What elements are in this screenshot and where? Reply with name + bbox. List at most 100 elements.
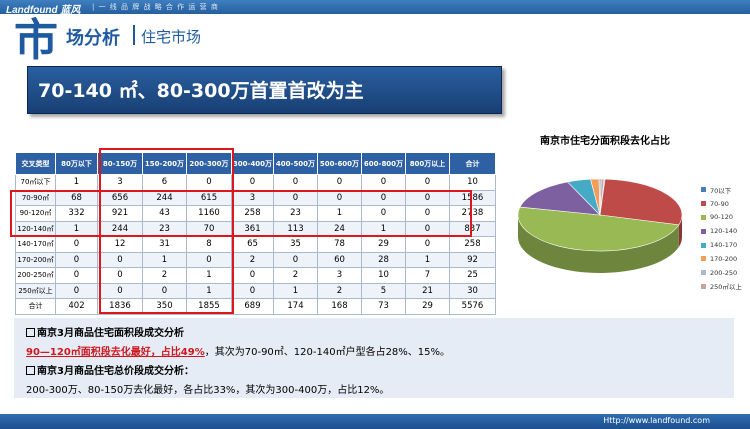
table-cell: 12: [97, 236, 143, 253]
column-header: 300-400万: [231, 152, 274, 175]
column-header: 400-500万: [273, 152, 318, 175]
table-cell: 0: [55, 267, 98, 284]
table-row: 250㎡以上 0 0 0 1 0 1 2 5 21 30: [15, 282, 496, 299]
row-label: 250㎡以上: [15, 282, 56, 299]
legend-label: 70以下: [710, 186, 732, 195]
table-cell: 0: [231, 267, 274, 284]
table-cell: 361: [231, 220, 274, 237]
headline-text: 70-140 ㎡、80-300万首置首改为主: [38, 80, 364, 102]
table-cell: 332: [55, 205, 98, 222]
table-cell: 92: [449, 251, 496, 268]
column-header: 500-600万: [317, 152, 362, 175]
table-cell: 30: [449, 282, 496, 299]
table-cell: 168: [317, 298, 362, 315]
website-url[interactable]: Http://www.landfound.com: [603, 416, 710, 425]
table-cell: 244: [97, 220, 143, 237]
pie-slice-90-120: [517, 206, 680, 252]
table-cell: 1: [317, 205, 362, 222]
table-cell: 1160: [186, 205, 232, 222]
column-header: 交叉类型: [15, 152, 56, 175]
table-cell: 258: [449, 236, 496, 253]
table-cell: 0: [273, 174, 318, 191]
legend-label: 70-90: [710, 199, 729, 208]
table-cell: 6: [142, 174, 187, 191]
area-analysis-text: 90—120㎡面积段去化最好，占比49%，其次为70-90㎡、120-140㎡户…: [26, 347, 451, 358]
legend-label: 140-170: [710, 241, 738, 250]
table-cell: 5576: [449, 298, 496, 315]
legend-swatch: [701, 187, 706, 193]
checkbox-bullet-icon: [26, 366, 35, 375]
table-cell: 3: [317, 267, 362, 284]
table-cell: 35: [273, 236, 318, 253]
table-cell: 921: [97, 205, 143, 222]
table-cell: 29: [361, 236, 406, 253]
column-header: 150-200万: [142, 152, 187, 175]
table-cell: 1: [273, 282, 318, 299]
table-cell: 0: [405, 205, 450, 222]
table-cell: 0: [186, 174, 232, 191]
table-row: 200-250㎡ 0 0 2 1 0 2 3 10 7 25: [15, 267, 496, 284]
table-cell: 8: [186, 236, 232, 253]
section-big-char: 市: [14, 15, 58, 66]
table-cell: 0: [186, 251, 232, 268]
table-cell: 0: [273, 189, 318, 206]
table-cell: 5: [361, 282, 406, 299]
table-cell: 1836: [97, 298, 143, 315]
table-cell: 2: [142, 267, 187, 284]
column-header: 600-800万: [361, 152, 406, 175]
legend-label: 90-120: [710, 213, 734, 222]
table-cell: 0: [317, 174, 362, 191]
legend-swatch: [701, 256, 706, 262]
table-cell: 73: [361, 298, 406, 315]
top-bar: Landfound 蓝风 | 一 线 品 牌 战 略 合 作 运 营 商: [0, 0, 750, 16]
column-header: 80-150万: [97, 152, 143, 175]
table-cell: 0: [55, 236, 98, 253]
legend-swatch: [701, 201, 706, 207]
table-cell: 689: [231, 298, 274, 315]
chart-title: 南京市住宅分面积段去化占比: [540, 136, 670, 147]
legend-item: 250㎡以上: [701, 280, 742, 294]
table-cell: 1: [186, 282, 232, 299]
table-cell: 28: [361, 251, 406, 268]
table-row: 120-140㎡ 1 244 23 70 361 113 24 1 0 837: [15, 220, 496, 237]
table-cell: 25: [449, 267, 496, 284]
pie-slice-side: [678, 215, 682, 247]
row-label: 90-120㎡: [15, 205, 56, 222]
legend-item: 200-250: [701, 266, 742, 280]
table-cell: 0: [405, 174, 450, 191]
table-cell: 23: [273, 205, 318, 222]
table-cell: 29: [405, 298, 450, 315]
area-highlight-text: 90—120㎡面积段去化最好，占比49%: [26, 347, 205, 358]
table-cell: 0: [97, 251, 143, 268]
table-cell: 1: [142, 251, 187, 268]
pie-slice-120-140: [519, 181, 601, 216]
table-cell: 0: [55, 282, 98, 299]
table-header-row: 交叉类型 80万以下 80-150万 150-200万 200-300万 300-400万…: [15, 152, 496, 175]
table-cell: 60: [317, 251, 362, 268]
table-cell: 0: [405, 236, 450, 253]
legend-swatch: [701, 214, 706, 220]
table-cell: 68: [55, 189, 98, 206]
table-cell: 10: [449, 174, 496, 191]
table-cell: 65: [231, 236, 274, 253]
legend-swatch: [701, 270, 706, 276]
table-row: 170-200㎡ 0 0 1 0 2 0 60 28 1 92: [15, 251, 496, 268]
table-cell: 350: [142, 298, 187, 315]
column-header: 800万以上: [405, 152, 450, 175]
table-cell: 10: [361, 267, 406, 284]
table-cell: 113: [273, 220, 318, 237]
table-cell: 1: [55, 174, 98, 191]
table-cell: 0: [97, 282, 143, 299]
price-analysis-text: 200-300万、80-150万去化最好，各占比33%，其次为300-400万，…: [26, 385, 390, 396]
row-label: 70-90㎡: [15, 189, 56, 206]
table-cell: 0: [55, 251, 98, 268]
pie-slice-250㎡以上: [599, 178, 605, 216]
row-label: 200-250㎡: [15, 267, 56, 284]
legend-swatch: [701, 242, 706, 248]
legend-item: 120-140: [701, 224, 742, 238]
table-cell: 78: [317, 236, 362, 253]
table-cell: 174: [273, 298, 318, 315]
row-label: 合计: [15, 298, 56, 315]
column-header: 80万以下: [55, 152, 98, 175]
legend-swatch: [701, 228, 706, 234]
